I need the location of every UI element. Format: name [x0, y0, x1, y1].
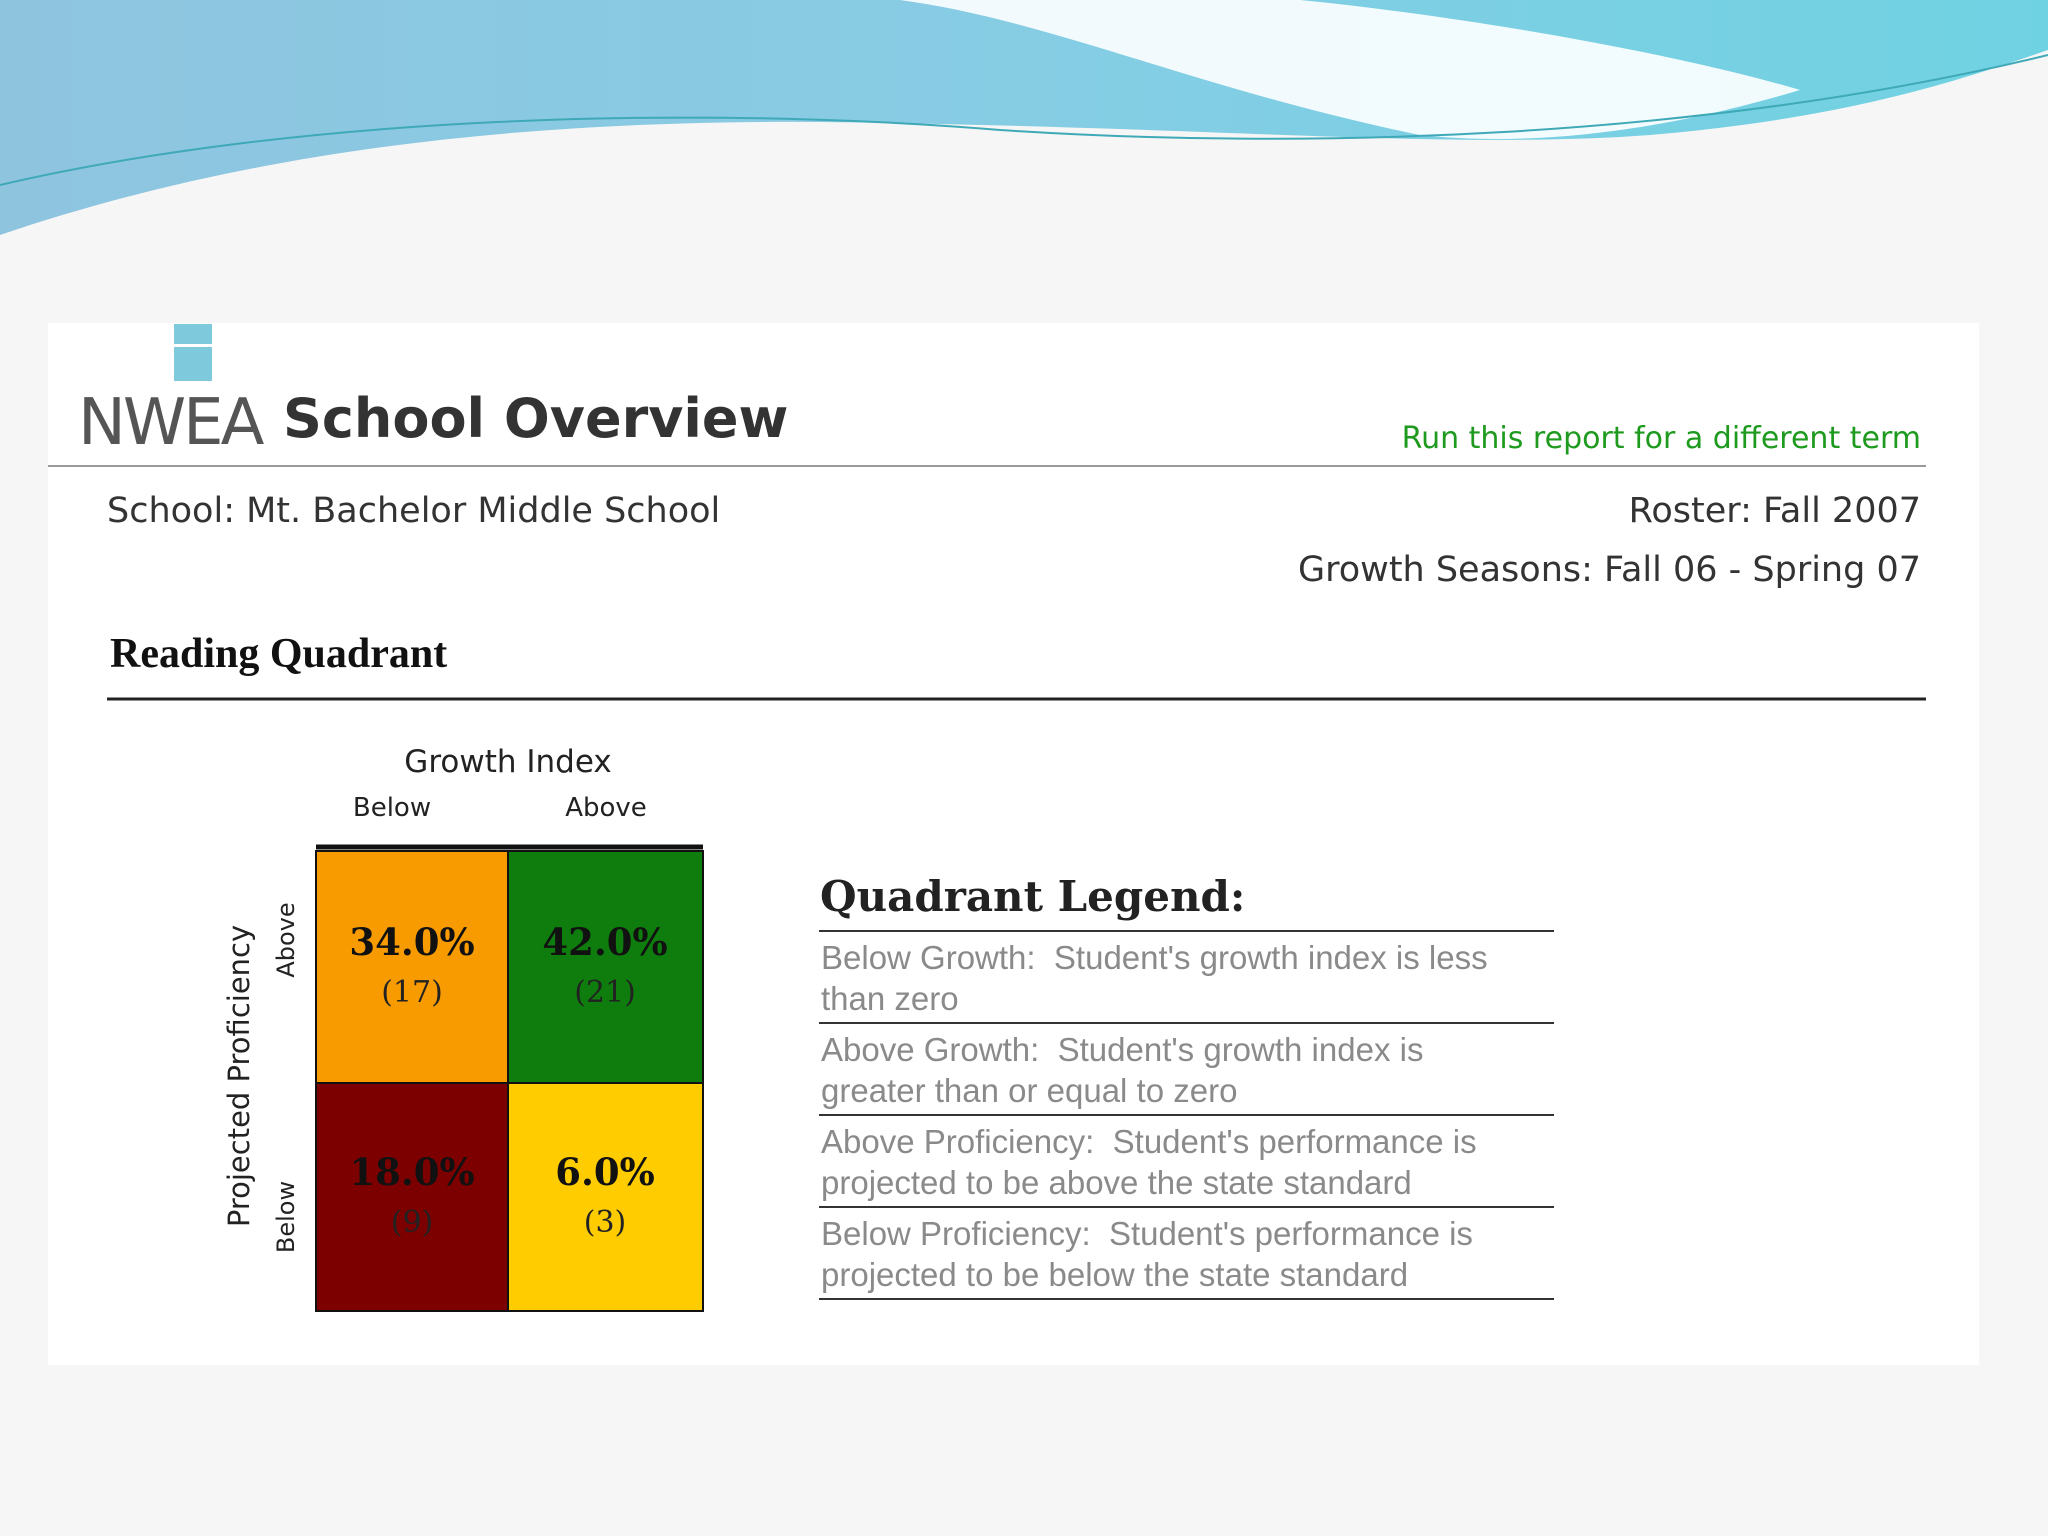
logo-block: [174, 324, 212, 344]
x-axis-label: Above: [565, 793, 647, 823]
cell-percent: 42.0%: [542, 920, 667, 964]
logo-text: NWEA: [78, 386, 265, 460]
quadrant-cell: [315, 850, 509, 1084]
legend-item-text: Above Proficiency: Student's performance…: [821, 1123, 1477, 1160]
term-link[interactable]: Run this report for a different term: [1402, 421, 1921, 456]
y-axis-label: Below: [272, 1181, 300, 1253]
legend-item-text: projected to be below the state standard: [821, 1256, 1408, 1293]
section-title: Reading Quadrant: [110, 631, 447, 677]
cell-percent: 18.0%: [349, 1150, 474, 1194]
legend-item-text: greater than or equal to zero: [821, 1072, 1237, 1109]
quadrant-cell: [507, 1082, 704, 1312]
logo-block: [174, 347, 212, 381]
cell-count: (3): [584, 1205, 627, 1240]
school-name: School: Mt. Bachelor Middle School: [107, 491, 720, 531]
cell-percent: 6.0%: [555, 1150, 655, 1194]
cell-count: (9): [391, 1205, 434, 1240]
legend-item-text: than zero: [821, 980, 959, 1017]
cell-count: (17): [381, 975, 443, 1010]
legend-item-text: Below Proficiency: Student's performance…: [821, 1215, 1473, 1252]
legend-item-text: projected to be above the state standard: [821, 1164, 1412, 1201]
wave-highlight: [900, 0, 1800, 139]
y-axis-label: Above: [272, 902, 300, 977]
cell-count: (21): [574, 975, 636, 1010]
x-axis-title: Growth Index: [404, 744, 611, 780]
wave-white: [0, 50, 2048, 240]
report-title: School Overview: [283, 387, 788, 450]
legend: Below Growth: Student's growth index is …: [819, 930, 1554, 1300]
cell-percent: 34.0%: [349, 920, 474, 964]
x-axis-label: Below: [353, 793, 431, 823]
legend-item-text: Below Growth: Student's growth index is …: [821, 939, 1488, 976]
quadrant-cell: [507, 850, 704, 1084]
quadrant-cell: [315, 1082, 509, 1312]
growth-seasons: Growth Seasons: Fall 06 - Spring 07: [1298, 550, 1921, 590]
roster: Roster: Fall 2007: [1629, 491, 1921, 531]
legend-item-text: Above Growth: Student's growth index is: [821, 1031, 1423, 1068]
wave-line: [0, 54, 2048, 186]
y-axis-title: Projected Proficiency: [222, 925, 256, 1227]
quadrant-labels: 34.0% (17) 42.0% (21) 18.0% (9) 6.0% (3): [349, 920, 667, 1240]
legend-title: Quadrant Legend:: [820, 872, 1245, 921]
